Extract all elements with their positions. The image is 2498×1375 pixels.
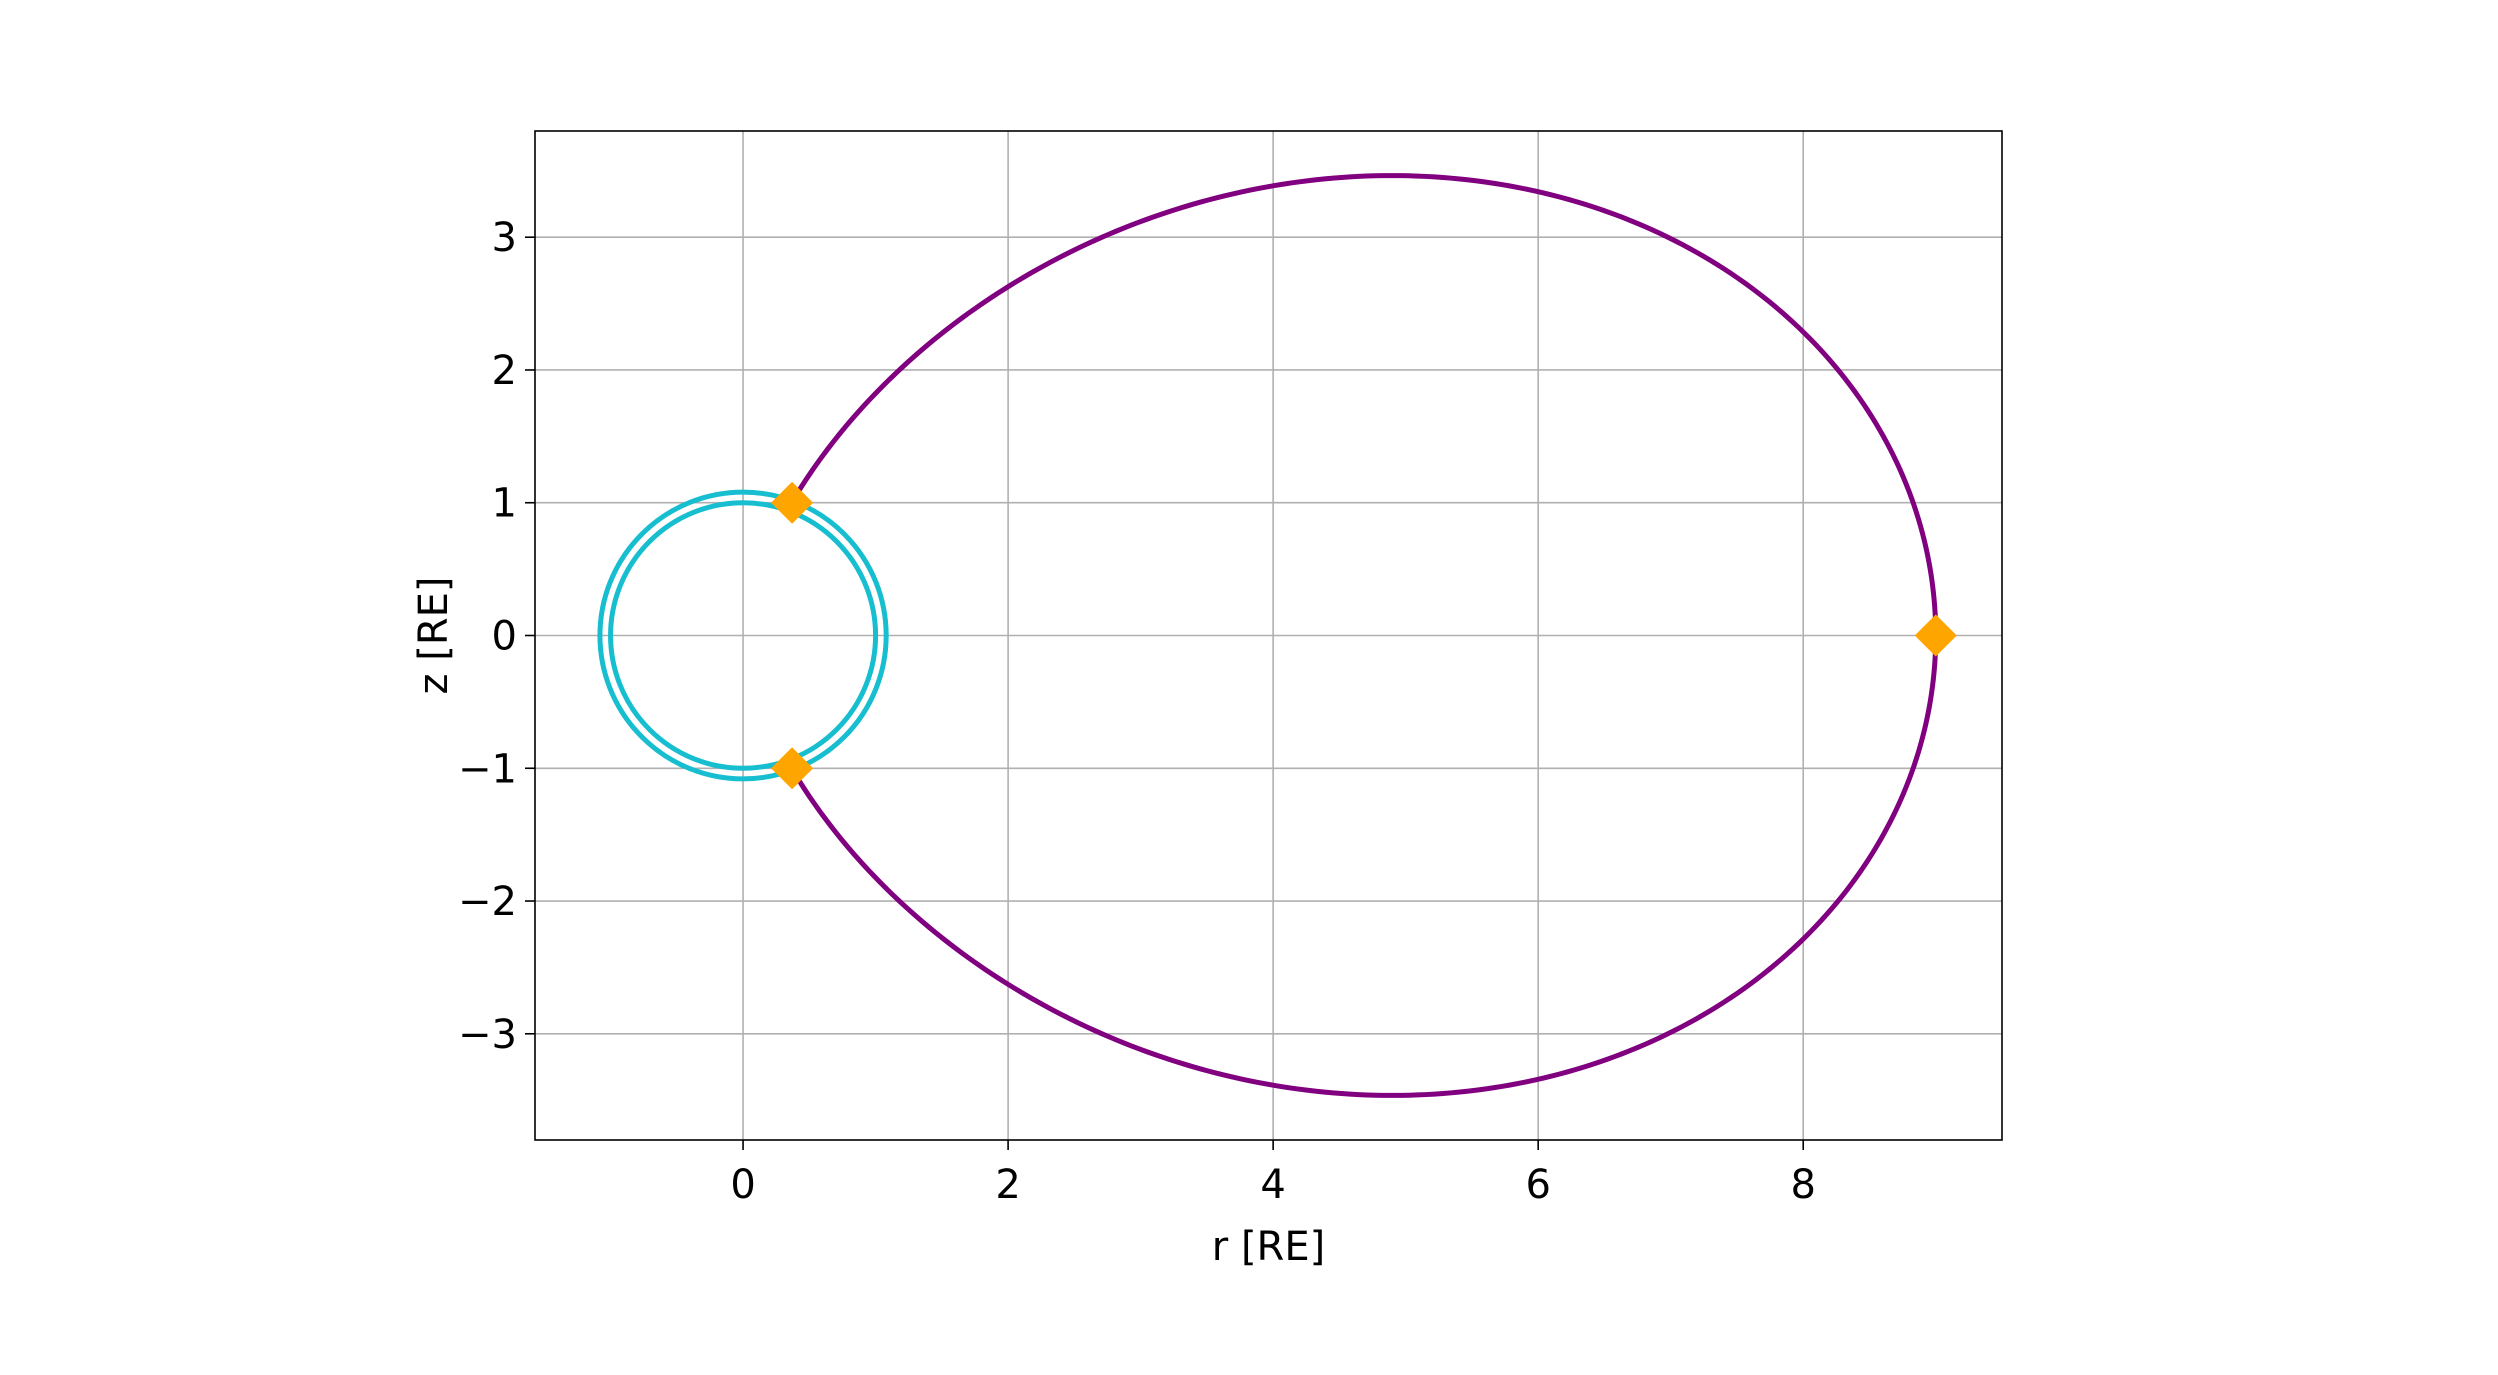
y-tick-label: −1 [458,746,517,792]
tick-marks [525,236,1805,1150]
diamond-marker [771,747,814,790]
y-tick-label: 0 [492,614,517,660]
diamond-marker [771,481,814,524]
earth-circle [597,489,889,782]
x-tick-label: 2 [995,1162,1020,1208]
x-tick-label: 4 [1260,1162,1285,1208]
x-tick-label: 6 [1525,1162,1550,1208]
y-tick-label: 1 [492,481,517,527]
x-axis-label: r [RE] [1212,1224,1325,1270]
y-axis-label: z [RE] [411,577,457,695]
plot-area [597,173,1957,1098]
y-tick-label: 3 [492,215,517,261]
x-tick-label: 8 [1790,1162,1815,1208]
x-tick-label: 0 [730,1162,755,1208]
x-tick-labels: 0 2 4 6 8 [730,1162,1816,1208]
diamond-marker [1914,614,1957,657]
y-tick-label: 2 [492,348,517,394]
y-tick-label: −3 [458,1012,517,1058]
y-tick-labels: −3 −2 −1 0 1 2 3 [458,215,517,1058]
earth-circle [608,500,879,771]
y-tick-label: −2 [458,879,517,925]
grid-lines [535,131,2002,1140]
